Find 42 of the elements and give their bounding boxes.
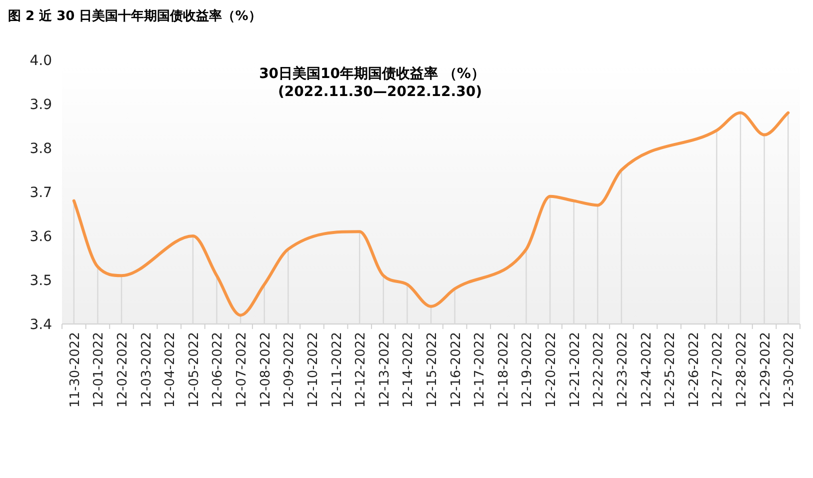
x-tick-label: 12-03-2022 [139,332,154,408]
x-tick-label: 12-24-2022 [639,332,654,408]
y-tick-label: 3.5 [30,273,52,289]
x-tick-label: 12-11-2022 [330,332,345,408]
x-tick-label: 12-25-2022 [663,332,678,408]
y-tick-label: 3.9 [30,97,52,113]
x-tick-label: 12-21-2022 [568,332,583,408]
x-tick-label: 12-12-2022 [354,332,369,408]
chart-title: 图 2 近 30 日美国十年期国债收益率（%） [8,8,262,24]
y-tick-label: 3.8 [30,141,52,157]
x-tick-label: 12-05-2022 [186,332,202,408]
x-tick-label: 12-04-2022 [163,332,178,408]
x-tick-label: 12-17-2022 [472,332,488,408]
annotation: (2022.11.30—2022.12.30) [278,84,482,100]
x-tick-label: 12-27-2022 [710,332,726,408]
x-tick-label: 12-02-2022 [116,332,131,408]
x-tick-label: 12-30-2022 [782,332,798,408]
x-tick-label: 12-28-2022 [734,332,750,408]
x-tick-label: 12-26-2022 [686,332,702,408]
x-tick-label: 12-07-2022 [234,332,250,408]
x-tick-label: 12-01-2022 [92,332,107,408]
line-series [72,111,790,317]
x-tick-label: 12-09-2022 [282,332,298,408]
x-tick-label: 12-20-2022 [544,332,560,408]
x-tick-label: 12-10-2022 [306,332,321,408]
y-tick-label: 4.0 [30,53,52,69]
x-tick-label: 12-13-2022 [377,332,392,408]
x-tick-label: 12-22-2022 [592,332,607,408]
x-tick-label: 12-16-2022 [448,332,464,408]
x-tick-label: 12-14-2022 [401,332,416,408]
x-tick-label: 11-30-2022 [68,332,83,408]
y-tick-label: 3.6 [30,229,52,245]
chart-subtitle: 30日美国10年期国债收益率 （%） [259,65,485,82]
x-tick-label: 12-06-2022 [210,332,226,408]
x-tick-label: 12-18-2022 [496,332,512,408]
x-tick-label: 12-08-2022 [258,332,274,408]
x-tick-label: 12-19-2022 [520,332,536,408]
x-tick-label: 12-29-2022 [758,332,774,408]
y-tick-label: 3.7 [30,185,52,201]
x-tick-label: 12-23-2022 [615,332,630,408]
y-tick-label: 3.4 [30,317,52,333]
x-tick-label: 12-15-2022 [425,332,440,408]
